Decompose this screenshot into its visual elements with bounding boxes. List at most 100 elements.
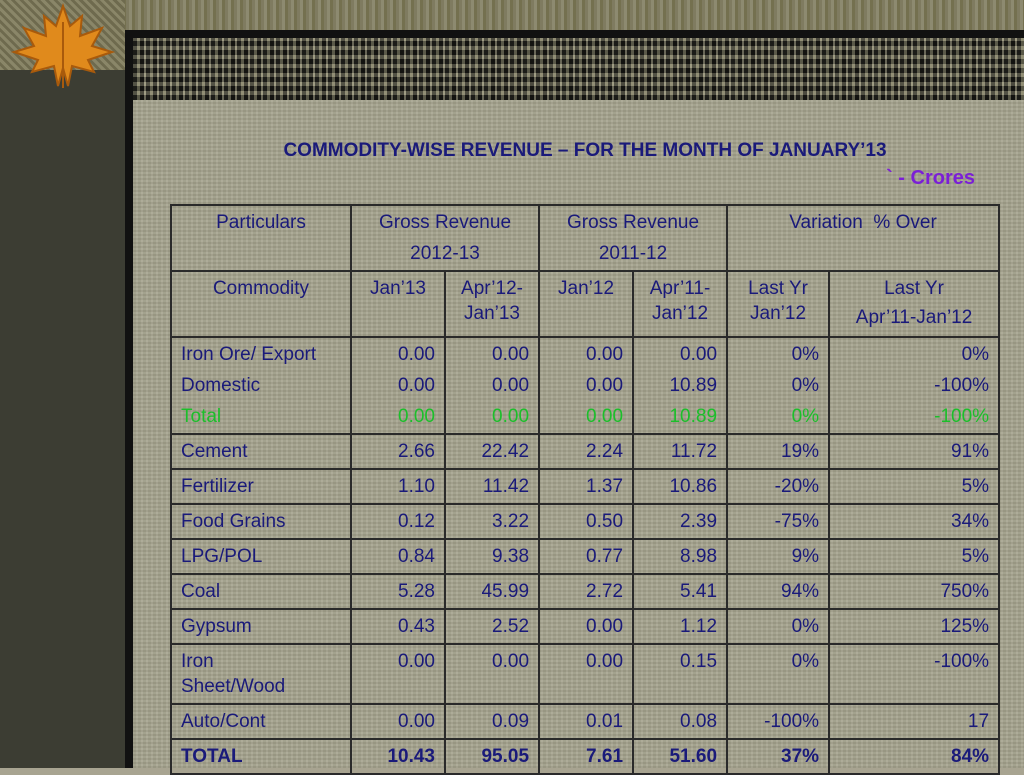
cell: -100%: [934, 375, 990, 396]
row-label-line1: Iron: [181, 651, 214, 672]
cell: 0.00: [586, 406, 624, 427]
row-label: LPG/POL: [170, 538, 352, 575]
cell: 0.00: [538, 608, 635, 645]
cell: 0%: [726, 608, 831, 645]
cell: 2.39: [632, 503, 729, 540]
cell: 5.41: [632, 573, 729, 610]
unit-label: ` - Crores: [886, 167, 975, 190]
cell: 2.52: [443, 608, 541, 645]
cell: 19%: [726, 433, 831, 470]
cell: 750%: [828, 573, 1001, 610]
iron-group-c5: 0% 0% 0%: [726, 336, 831, 435]
header-gross-2012-l2: 2012-13: [410, 243, 480, 264]
cell: -100%: [828, 643, 1001, 705]
cell: 91%: [828, 433, 1001, 470]
iron-group-c2: 0.00 0.00 0.00: [443, 336, 541, 435]
header-gross-2012-l1: Gross Revenue: [379, 212, 512, 233]
cell: 3.22: [443, 503, 541, 540]
header-gross-2012: Gross Revenue 2012-13: [349, 204, 541, 272]
cell: 9.38: [443, 538, 541, 575]
row-label: Cement: [170, 433, 352, 470]
header-apr11-jan12-l1: Apr’11-: [649, 278, 711, 299]
decorative-band: [133, 38, 1024, 100]
cell: 0.15: [632, 643, 729, 705]
rupee-symbol: `: [886, 167, 893, 189]
cell: 0.00: [680, 344, 718, 365]
header-row-2: Commodity Jan’13 Apr’12- Jan’13 Jan’12 Ap…: [170, 270, 1001, 338]
table-row: LPG/POL 0.84 9.38 0.77 8.98 9% 5%: [170, 538, 1001, 575]
cell: 2.66: [350, 433, 446, 470]
iron-ore-names: Iron Ore/ Export Domestic Total: [170, 336, 352, 435]
header-apr12-jan13: Apr’12- Jan’13: [443, 270, 541, 338]
cell: 1.37: [538, 468, 635, 505]
row-label: TOTAL: [170, 738, 352, 775]
cell: 51.60: [632, 738, 729, 775]
domestic-label: Domestic: [181, 375, 261, 396]
cell: 17: [828, 703, 1001, 740]
cell: 0.00: [586, 344, 624, 365]
cell: 22.42: [443, 433, 541, 470]
table-row: Food Grains 0.12 3.22 0.50 2.39 -75% 34%: [170, 503, 1001, 540]
row-label: Coal: [170, 573, 352, 610]
cell: 2.24: [538, 433, 635, 470]
cell: 0.00: [586, 375, 624, 396]
header-lastyr-jan12-l2: Jan’12: [750, 303, 807, 324]
cell: -75%: [726, 503, 831, 540]
header-apr12-jan13-l2: Jan’13: [464, 303, 520, 324]
table-row: Auto/Cont 0.00 0.09 0.01 0.08 -100% 17: [170, 703, 1001, 740]
header-apr12-jan13-l1: Apr’12-: [461, 278, 523, 299]
cell: 0%: [791, 344, 820, 365]
cell: 10.89: [669, 375, 718, 396]
iron-group-c1: 0.00 0.00 0.00: [350, 336, 446, 435]
cell: 1.10: [350, 468, 446, 505]
table-row: Coal 5.28 45.99 2.72 5.41 94% 750%: [170, 573, 1001, 610]
cell: 125%: [828, 608, 1001, 645]
iron-total-label: Total: [181, 406, 222, 427]
header-gross-2011-l2: 2011-12: [598, 243, 668, 264]
cell: 7.61: [538, 738, 635, 775]
cell: 94%: [726, 573, 831, 610]
revenue-table: Particulars Gross Revenue 2012-13 Gross R…: [170, 204, 1001, 775]
cell: 0.00: [398, 344, 435, 365]
iron-ore-group-row: Iron Ore/ Export Domestic Total 0.00 0.00…: [170, 336, 1001, 435]
cell: 45.99: [443, 573, 541, 610]
cell: 0.00: [443, 643, 541, 705]
header-lastyr-apr-l1: Last Yr: [884, 278, 944, 299]
table-row: Fertilizer 1.10 11.42 1.37 10.86 -20% 5%: [170, 468, 1001, 505]
header-jan13: Jan’13: [350, 270, 446, 338]
total-row: TOTAL 10.43 95.05 7.61 51.60 37% 84%: [170, 738, 1001, 775]
cell: 0.43: [350, 608, 446, 645]
background-left: [0, 0, 125, 768]
cell: 0.50: [538, 503, 635, 540]
header-gross-2011-l1: Gross Revenue: [567, 212, 700, 233]
header-row-1: Particulars Gross Revenue 2012-13 Gross R…: [170, 204, 1001, 272]
cell: 0%: [726, 643, 831, 705]
iron-group-c3: 0.00 0.00 0.00: [538, 336, 635, 435]
header-lastyr-jan12-l1: Last Yr: [748, 278, 808, 299]
cell: 84%: [828, 738, 1001, 775]
header-variation: Variation % Over: [726, 204, 1001, 272]
iron-ore-export-label: Iron Ore/ Export: [181, 344, 317, 365]
cell: 10.86: [632, 468, 729, 505]
row-label: Fertilizer: [170, 468, 352, 505]
cell: 2.72: [538, 573, 635, 610]
cell: 0%: [791, 406, 820, 427]
slide-title: COMMODITY-WISE REVENUE – FOR THE MONTH O…: [0, 140, 1024, 162]
table-row: Gypsum 0.43 2.52 0.00 1.12 0% 125%: [170, 608, 1001, 645]
background-top: [0, 0, 1024, 30]
cell: 9%: [726, 538, 831, 575]
row-label-line2: Sheet/Wood: [181, 676, 286, 697]
cell: 0.00: [350, 643, 446, 705]
header-lastyr-jan12: Last Yr Jan’12: [726, 270, 831, 338]
cell: 37%: [726, 738, 831, 775]
header-particulars: Particulars: [170, 204, 352, 272]
iron-group-c4: 0.00 10.89 10.89: [632, 336, 729, 435]
cell: 5%: [828, 468, 1001, 505]
cell: 0.00: [398, 406, 435, 427]
cell: 8.98: [632, 538, 729, 575]
cell: 0.00: [492, 344, 530, 365]
cell: 5.28: [350, 573, 446, 610]
cell: 0.77: [538, 538, 635, 575]
cell: 10.43: [350, 738, 446, 775]
cell: 11.72: [632, 433, 729, 470]
